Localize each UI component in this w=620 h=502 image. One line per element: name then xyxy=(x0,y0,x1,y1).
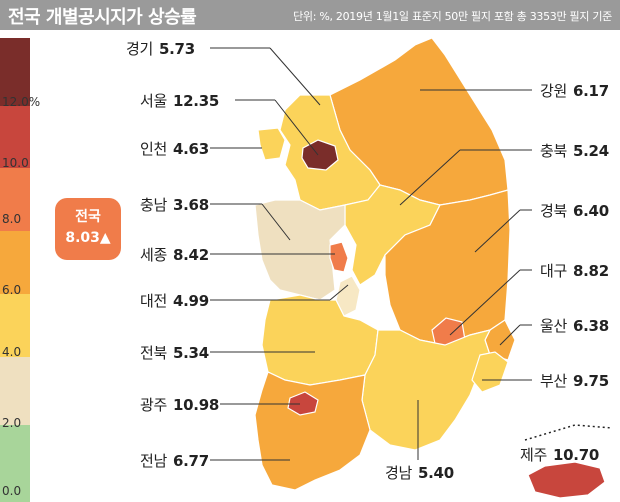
legend-tick-10: 10.0 xyxy=(2,156,29,170)
label-seoul: 서울 12.35 xyxy=(140,90,219,111)
label-gwangju: 광주 10.98 xyxy=(140,394,219,415)
legend-tick-8: 8.0 xyxy=(2,212,22,226)
title-bar: 전국 개별공시지가 상승률 단위: %, 2019년 1월1일 표준지 50만 … xyxy=(0,0,620,30)
label-gangwon-name: 강원 xyxy=(540,82,568,100)
legend-tick-4: 4.0 xyxy=(2,345,22,359)
label-gyeongnam-name: 경남 xyxy=(385,464,413,482)
legend-tick-2: 2.0 xyxy=(2,416,22,430)
label-sejong-name: 세종 xyxy=(140,246,168,264)
label-seoul-value: 12.35 xyxy=(173,92,219,110)
region-busan xyxy=(471,351,509,393)
label-jeonbuk-value: 5.34 xyxy=(173,344,209,362)
national-value: 8.03 xyxy=(65,230,100,246)
label-jeonnam-value: 6.77 xyxy=(173,452,209,470)
label-daejeon-name: 대전 xyxy=(140,292,168,310)
label-chungnam: 충남 3.68 xyxy=(140,194,209,215)
label-chungnam-value: 3.68 xyxy=(173,196,209,214)
label-busan-value: 9.75 xyxy=(573,372,609,390)
legend-band-6 xyxy=(0,231,30,294)
legend-tick-6: 6.0 xyxy=(2,283,22,297)
region-gwangju xyxy=(287,391,319,416)
label-sejong-value: 8.42 xyxy=(173,246,209,264)
national-value-line: 8.03▲ xyxy=(55,230,121,246)
leader-daejeon-b xyxy=(329,284,349,301)
legend-tick-12: 12.0% xyxy=(2,95,41,109)
legend-band-8 xyxy=(0,168,30,231)
label-ulsan-value: 6.38 xyxy=(573,317,609,335)
leader-seoul-b xyxy=(274,99,319,156)
label-jeonbuk: 전북 5.34 xyxy=(140,342,209,363)
label-jeonbuk-name: 전북 xyxy=(140,344,168,362)
label-gyeongbuk-name: 경북 xyxy=(540,202,568,220)
legend-band-10 xyxy=(0,106,30,168)
label-sejong: 세종 8.42 xyxy=(140,244,209,265)
label-gyeonggi: 경기 5.73 xyxy=(126,38,195,59)
legend-tick-0: 0.0 xyxy=(2,484,22,498)
region-gyeongnam xyxy=(361,329,492,451)
label-gangwon-value: 6.17 xyxy=(573,82,609,100)
label-daejeon: 대전 4.99 xyxy=(140,290,209,311)
label-gwangju-name: 광주 xyxy=(140,396,168,414)
label-jeonnam-name: 전남 xyxy=(140,452,168,470)
label-gwangju-value: 10.98 xyxy=(173,396,219,414)
leader-chungnam-b xyxy=(261,203,291,241)
label-jeonnam: 전남 6.77 xyxy=(140,450,209,471)
legend-band-4 xyxy=(0,294,30,357)
label-gyeongbuk: 경북 6.40 xyxy=(540,200,609,221)
label-jeju-value: 10.70 xyxy=(553,446,599,464)
label-ulsan-name: 울산 xyxy=(540,317,568,335)
national-label: 전국 xyxy=(75,209,101,225)
region-seoul xyxy=(301,139,339,171)
label-gyeongbuk-value: 6.40 xyxy=(573,202,609,220)
leader-gyeonggi-b xyxy=(269,47,321,106)
label-jeju-name: 제주 xyxy=(520,446,548,464)
region-jeonbuk xyxy=(261,294,379,386)
label-chungbuk: 충북 5.24 xyxy=(540,140,609,161)
label-chungbuk-name: 충북 xyxy=(540,142,568,160)
label-busan-name: 부산 xyxy=(540,372,568,390)
label-seoul-name: 서울 xyxy=(140,92,168,110)
up-arrow-icon: ▲ xyxy=(99,230,111,246)
label-daegu-value: 8.82 xyxy=(573,262,609,280)
label-busan: 부산 9.75 xyxy=(540,370,609,391)
leader-chungbuk xyxy=(399,149,461,206)
label-gyeongnam: 경남 5.40 xyxy=(385,462,454,483)
national-average-badge: 전국 8.03▲ xyxy=(55,198,121,260)
label-gyeonggi-value: 5.73 xyxy=(159,40,195,58)
label-gangwon: 강원 6.17 xyxy=(540,80,609,101)
jeju-inset-frame xyxy=(524,424,613,441)
label-gyeonggi-name: 경기 xyxy=(126,40,154,58)
label-gyeongnam-value: 5.40 xyxy=(418,464,454,482)
leader-ulsan xyxy=(499,324,521,346)
region-chungnam xyxy=(254,199,346,301)
label-incheon: 인천 4.63 xyxy=(140,138,209,159)
label-daegu-name: 대구 xyxy=(540,262,568,280)
map-subtitle: 단위: %, 2019년 1월1일 표준지 50만 필지 포함 총 3353만 … xyxy=(293,10,612,23)
region-incheon xyxy=(257,127,286,161)
region-jeju xyxy=(527,461,606,499)
legend-band-12 xyxy=(0,38,30,106)
label-daejeon-value: 4.99 xyxy=(173,292,209,310)
label-chungnam-name: 충남 xyxy=(140,196,168,214)
region-sejong xyxy=(329,241,349,273)
label-incheon-name: 인천 xyxy=(140,140,168,158)
region-jeonnam xyxy=(254,371,371,491)
label-ulsan: 울산 6.38 xyxy=(540,315,609,336)
leader-gyeongbuk xyxy=(474,209,521,253)
label-chungbuk-value: 5.24 xyxy=(573,142,609,160)
label-daegu: 대구 8.82 xyxy=(540,260,609,281)
map-title: 전국 개별공시지가 상승률 xyxy=(8,7,197,28)
label-incheon-value: 4.63 xyxy=(173,140,209,158)
legend-band-2 xyxy=(0,357,30,425)
label-jeju: 제주 10.70 xyxy=(520,444,599,465)
leader-daegu xyxy=(449,269,521,336)
legend-band-0 xyxy=(0,425,30,502)
